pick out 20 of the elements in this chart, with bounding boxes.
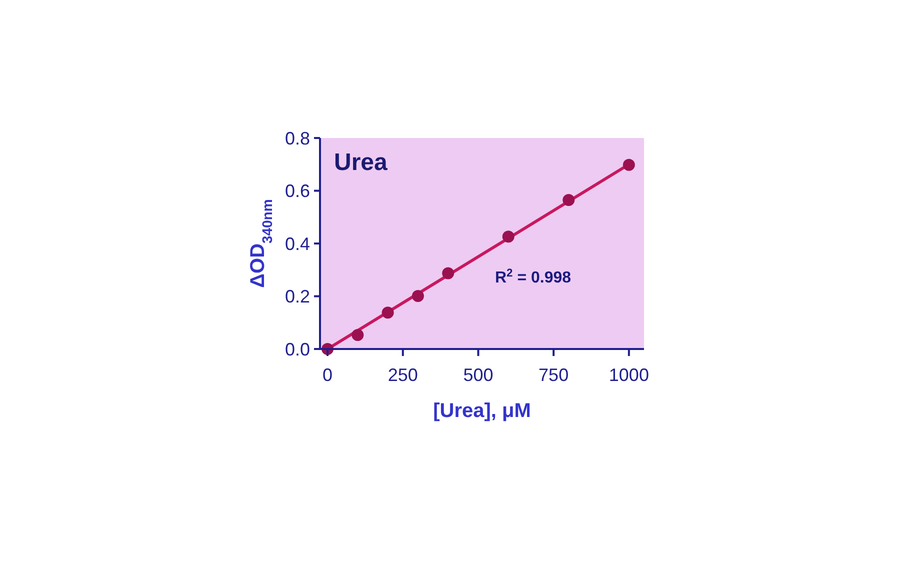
y-tick-label: 0.4	[284, 234, 310, 254]
annotation: R$^{2}$ = 0.998	[494, 268, 572, 287]
x-tick-label: 250	[388, 365, 418, 385]
y-tick-label: 0.8	[284, 128, 310, 148]
x-tick-label: 750	[538, 365, 569, 385]
y-tick-label: 0.2	[284, 286, 310, 307]
x-tick-label: 0	[322, 365, 333, 385]
y-tick-label: 0.0	[284, 339, 310, 360]
point	[352, 329, 364, 342]
text: Urea	[334, 149, 388, 176]
point	[622, 158, 635, 171]
point	[502, 230, 514, 243]
x-axis-title: [Urea], μM	[433, 400, 531, 422]
y-tick-label: 0.6	[284, 181, 310, 202]
point	[412, 290, 424, 302]
point	[382, 306, 394, 319]
point	[562, 194, 575, 206]
point	[442, 267, 454, 280]
x-tick-label: 500	[463, 365, 494, 385]
x-tick-label: 1000	[608, 365, 649, 385]
